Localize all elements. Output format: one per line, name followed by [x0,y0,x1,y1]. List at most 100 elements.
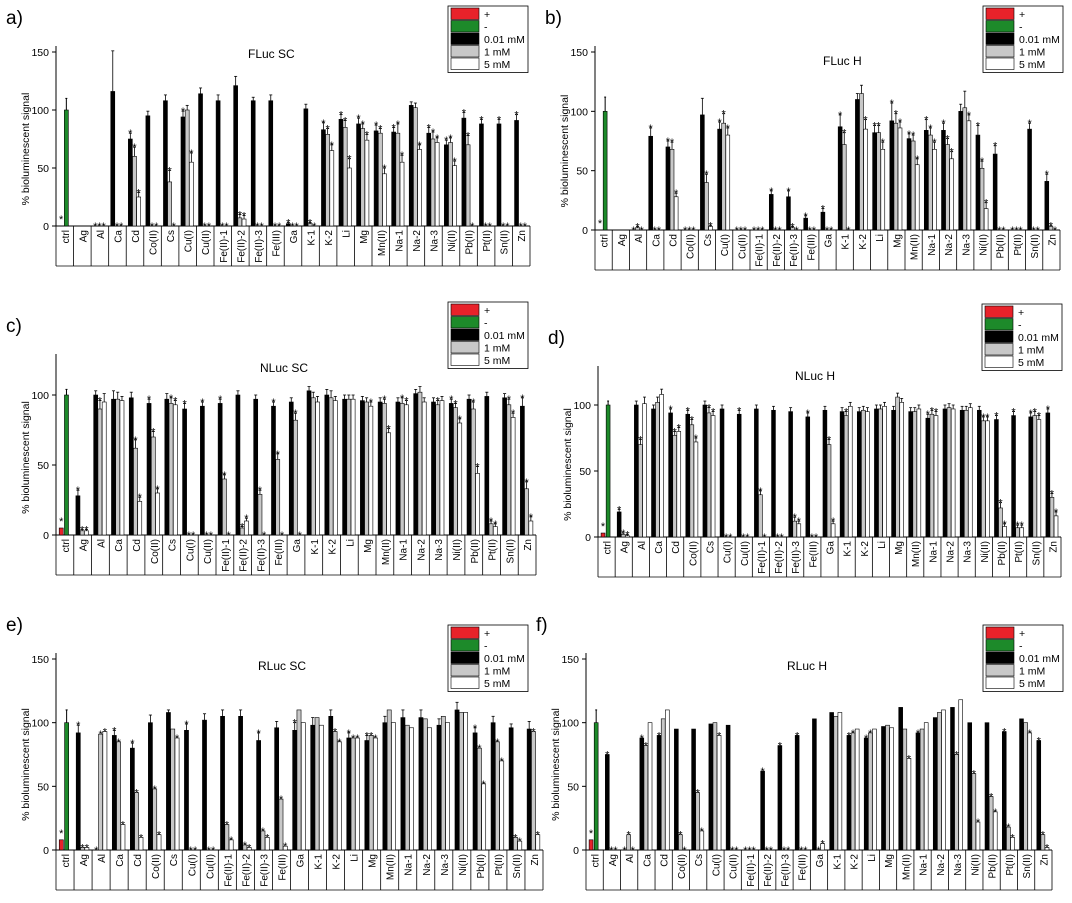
significance-mark: * [724,532,729,544]
x-tick-label: Co(II) [149,230,160,255]
bar-positive-control [58,527,64,536]
x-tick-label: Li [877,541,888,549]
significance-mark: * [851,728,856,740]
x-tick-label: ctrl [61,539,72,552]
bar-5mM [949,158,954,231]
significance-mark: * [743,225,748,237]
legend-entry: 0.01 mM [1018,332,1059,344]
x-tick-label: Cs [168,539,179,551]
bar-001mM [794,735,800,851]
legend-entry: 0.01 mM [1019,34,1060,46]
x-tick-label: Fe(II)-3 [254,230,265,263]
bar-1mM [843,415,849,538]
bar-001mM [346,737,352,851]
bar-5mM [968,407,973,538]
x-tick-label: Cu(I) [711,854,722,876]
legend-swatch [450,676,480,689]
bar-5mM [710,415,716,538]
x-tick-label: Co(II) [688,541,699,566]
significance-mark: * [243,840,248,852]
significance-mark: * [998,498,1003,510]
significance-mark: * [613,845,618,857]
x-tick-label: Fe(II)-1 [221,539,232,572]
x-tick-label: Fe(II)-3 [789,234,800,267]
significance-mark: * [1027,118,1032,130]
x-tick-label: Cu(II) [203,539,214,564]
bar-001mM [514,120,519,227]
bar-001mM [484,396,490,536]
significance-mark: * [132,142,137,154]
x-tick-label: Ga [296,854,307,868]
x-tick-label: Pb(II) [988,854,999,878]
x-tick-label: Zn [517,230,528,242]
significance-mark: * [635,221,640,233]
significance-mark: * [273,221,278,233]
bar-1mM [954,754,959,851]
significance-mark: * [59,516,64,528]
significance-mark: * [175,733,180,745]
bar-001mM [925,417,931,538]
legend-entry: - [484,318,488,330]
significance-mark: * [444,135,449,147]
significance-mark: * [330,140,335,152]
legend-entry: + [484,9,490,21]
significance-mark: * [945,134,950,146]
bar-001mM [310,724,316,851]
significance-mark: * [356,113,361,125]
bar-001mM [651,408,656,538]
significance-mark: * [369,730,374,742]
x-tick-label: Fe(II)-2 [239,539,250,572]
x-tick-label: Ag [620,541,631,553]
significance-mark: * [536,830,541,842]
legend: +-0.01 mM1 mM5 mM [447,301,529,369]
significance-mark: * [524,477,529,489]
significance-mark: * [244,513,249,525]
x-tick-label: K-1 [310,539,321,555]
bar-5mM [880,149,886,231]
bar-001mM [145,115,151,227]
bar-1mM [328,397,334,536]
bar-5mM [975,821,981,851]
significance-mark: * [477,743,482,755]
significance-mark: * [1032,225,1037,237]
bar-001mM [812,718,817,851]
bar-5mM [475,473,480,536]
significance-mark: * [786,186,791,198]
significance-mark: * [967,110,972,122]
x-tick-label: Co(II) [677,854,688,879]
legend-entry: + [484,305,490,317]
bar-001mM [202,719,207,851]
significance-mark: * [396,119,401,131]
x-tick-label: Fe(III) [808,541,819,568]
bar-5mM [517,840,523,851]
significance-mark: * [926,409,931,421]
x-tick-label: Na-3 [434,539,445,561]
significance-mark: * [271,397,276,409]
bar-negative-control [64,394,69,536]
y-tick-label: 0 [43,845,49,857]
x-tick-label: Cu(II) [729,854,740,879]
significance-mark: * [1002,727,1007,739]
legend-swatch [984,343,1014,356]
bar-5mM [228,839,234,851]
bar-5mM [716,735,722,851]
x-tick-label: K-1 [307,230,318,246]
significance-mark: * [683,225,688,237]
significance-mark: * [704,169,709,181]
bar-001mM [496,123,502,227]
bar-1mM [448,142,453,227]
significance-mark: * [261,826,266,838]
x-tick-label: Na-2 [946,541,957,563]
x-tick-label: Fe(II)-1 [223,854,234,887]
significance-mark: * [1049,220,1054,232]
panel-label: c) [6,316,22,337]
significance-mark: * [930,405,935,417]
bar-001mM [454,709,460,851]
x-tick-label: Cu(I) [187,854,198,876]
bar-001mM [377,401,383,536]
significance-mark: * [795,225,800,237]
significance-mark: * [649,123,654,135]
significance-mark: * [435,133,440,145]
significance-mark: * [130,738,135,750]
significance-mark: * [728,532,733,544]
